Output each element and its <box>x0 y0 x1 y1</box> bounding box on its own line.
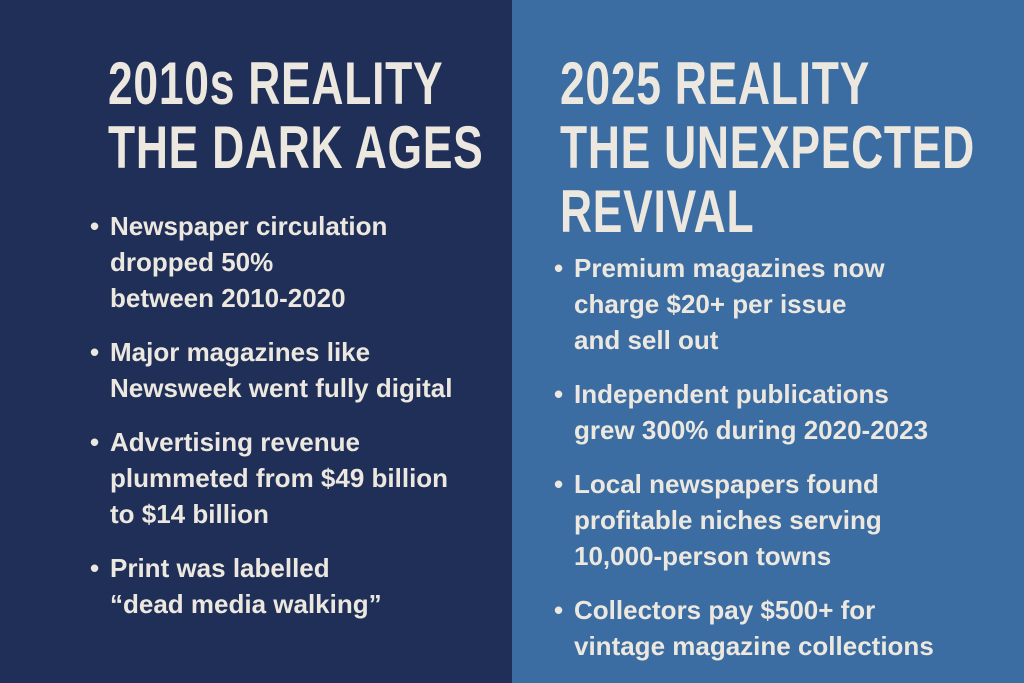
bullet-item: Local newspapers found profitable niches… <box>554 466 934 574</box>
bullet-item: Print was labelled “dead media walking” <box>90 550 452 622</box>
bullet-item: Premium magazines now charge $20+ per is… <box>554 250 934 358</box>
left-panel-2010s: 2010s REALITY THE DARK AGES Newspaper ci… <box>0 0 512 683</box>
bullet-item: Independent publications grew 300% durin… <box>554 376 934 448</box>
bullet-item: Advertising revenue plummeted from $49 b… <box>90 424 452 532</box>
right-heading: 2025 REALITY THE UNEXPECTED REVIVAL <box>560 52 975 244</box>
right-heading-line: REVIVAL <box>560 178 755 245</box>
bullet-item: Collectors pay $500+ for vintage magazin… <box>554 592 934 664</box>
right-bullet-list: Premium magazines now charge $20+ per is… <box>554 250 934 682</box>
left-heading-line: 2010s REALITY <box>108 50 444 117</box>
bullet-item: Major magazines like Newsweek went fully… <box>90 334 452 406</box>
left-heading: 2010s REALITY THE DARK AGES <box>108 52 484 180</box>
bullet-item: Newspaper circulation dropped 50% betwee… <box>90 208 452 316</box>
left-bullet-list: Newspaper circulation dropped 50% betwee… <box>90 208 452 640</box>
right-heading-line: THE UNEXPECTED <box>560 114 975 181</box>
left-heading-line: THE DARK AGES <box>108 114 484 181</box>
right-panel-2025: 2025 REALITY THE UNEXPECTED REVIVAL Prem… <box>512 0 1024 683</box>
right-heading-line: 2025 REALITY <box>560 50 870 117</box>
